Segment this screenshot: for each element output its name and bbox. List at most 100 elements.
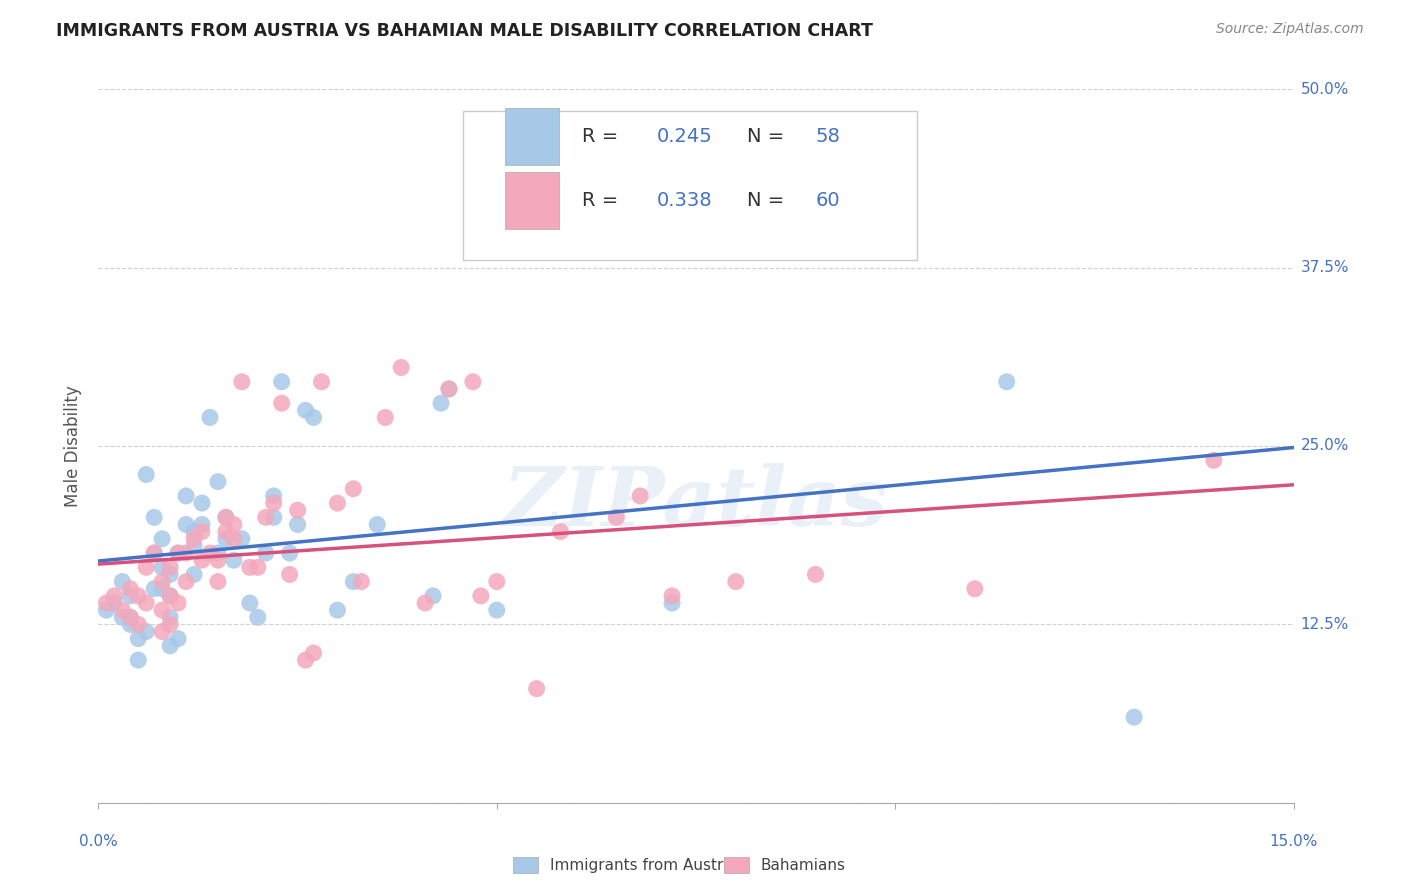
Point — [174, 489, 197, 503]
Point — [254, 510, 277, 524]
Text: N =: N = — [748, 191, 790, 210]
Point — [222, 532, 245, 546]
Point — [120, 582, 142, 596]
Point — [326, 496, 349, 510]
Point — [135, 596, 157, 610]
Point — [159, 610, 181, 624]
Point — [167, 596, 190, 610]
Point — [167, 632, 190, 646]
Point — [207, 475, 229, 489]
Point — [191, 496, 214, 510]
Point — [963, 582, 986, 596]
Point — [231, 532, 253, 546]
Point — [111, 610, 134, 624]
Point — [661, 596, 683, 610]
Text: 0.0%: 0.0% — [79, 834, 118, 849]
Point — [183, 539, 205, 553]
Text: ZIPatlas: ZIPatlas — [503, 463, 889, 543]
Point — [278, 546, 301, 560]
Point — [135, 624, 157, 639]
Point — [135, 560, 157, 574]
Point — [127, 632, 149, 646]
Point — [302, 646, 325, 660]
Point — [724, 574, 747, 589]
Point — [350, 574, 373, 589]
Point — [661, 589, 683, 603]
Point — [135, 467, 157, 482]
Point — [995, 375, 1018, 389]
Point — [183, 524, 205, 539]
Point — [191, 517, 214, 532]
Point — [215, 510, 238, 524]
Point — [103, 596, 125, 610]
Point — [127, 653, 149, 667]
Point — [120, 610, 142, 624]
Text: 37.5%: 37.5% — [1301, 260, 1348, 275]
Text: 12.5%: 12.5% — [1301, 617, 1348, 632]
Point — [222, 553, 245, 567]
Point — [366, 517, 388, 532]
Point — [804, 567, 827, 582]
Point — [150, 582, 173, 596]
Point — [263, 510, 285, 524]
Text: Bahamians: Bahamians — [761, 858, 845, 872]
Point — [143, 510, 166, 524]
Y-axis label: Male Disability: Male Disability — [65, 385, 83, 507]
Point — [302, 410, 325, 425]
Text: 60: 60 — [815, 191, 841, 210]
Point — [231, 375, 253, 389]
Point — [167, 546, 190, 560]
Point — [263, 489, 285, 503]
Point — [246, 610, 269, 624]
Text: 15.0%: 15.0% — [1270, 834, 1317, 849]
Point — [294, 653, 316, 667]
Point — [246, 560, 269, 574]
Point — [207, 574, 229, 589]
Point — [389, 360, 412, 375]
Point — [215, 532, 238, 546]
Point — [103, 589, 125, 603]
Point — [174, 574, 197, 589]
Point — [550, 524, 572, 539]
Point — [287, 503, 309, 517]
Point — [159, 589, 181, 603]
Point — [159, 589, 181, 603]
Point — [167, 546, 190, 560]
Point — [222, 517, 245, 532]
Point — [150, 624, 173, 639]
Text: Source: ZipAtlas.com: Source: ZipAtlas.com — [1216, 22, 1364, 37]
Point — [150, 532, 173, 546]
Point — [526, 681, 548, 696]
Point — [207, 546, 229, 560]
Text: 0.245: 0.245 — [657, 128, 713, 146]
Point — [215, 510, 238, 524]
Point — [183, 567, 205, 582]
Point — [239, 560, 262, 574]
Point — [174, 546, 197, 560]
Point — [437, 382, 460, 396]
Point — [198, 546, 221, 560]
Point — [287, 517, 309, 532]
Text: Immigrants from Austria: Immigrants from Austria — [550, 858, 737, 872]
Point — [461, 375, 484, 389]
Point — [159, 617, 181, 632]
Point — [198, 410, 221, 425]
Point — [605, 510, 627, 524]
FancyBboxPatch shape — [505, 172, 558, 229]
Point — [326, 603, 349, 617]
Text: 58: 58 — [815, 128, 841, 146]
Text: 25.0%: 25.0% — [1301, 439, 1348, 453]
Point — [111, 574, 134, 589]
Point — [96, 596, 118, 610]
Point — [150, 603, 173, 617]
Point — [207, 553, 229, 567]
Point — [374, 410, 396, 425]
Point — [159, 567, 181, 582]
Point — [143, 546, 166, 560]
Text: 0.338: 0.338 — [657, 191, 713, 210]
Point — [215, 524, 238, 539]
Point — [1202, 453, 1225, 467]
Point — [143, 582, 166, 596]
Text: N =: N = — [748, 128, 790, 146]
Point — [96, 603, 118, 617]
